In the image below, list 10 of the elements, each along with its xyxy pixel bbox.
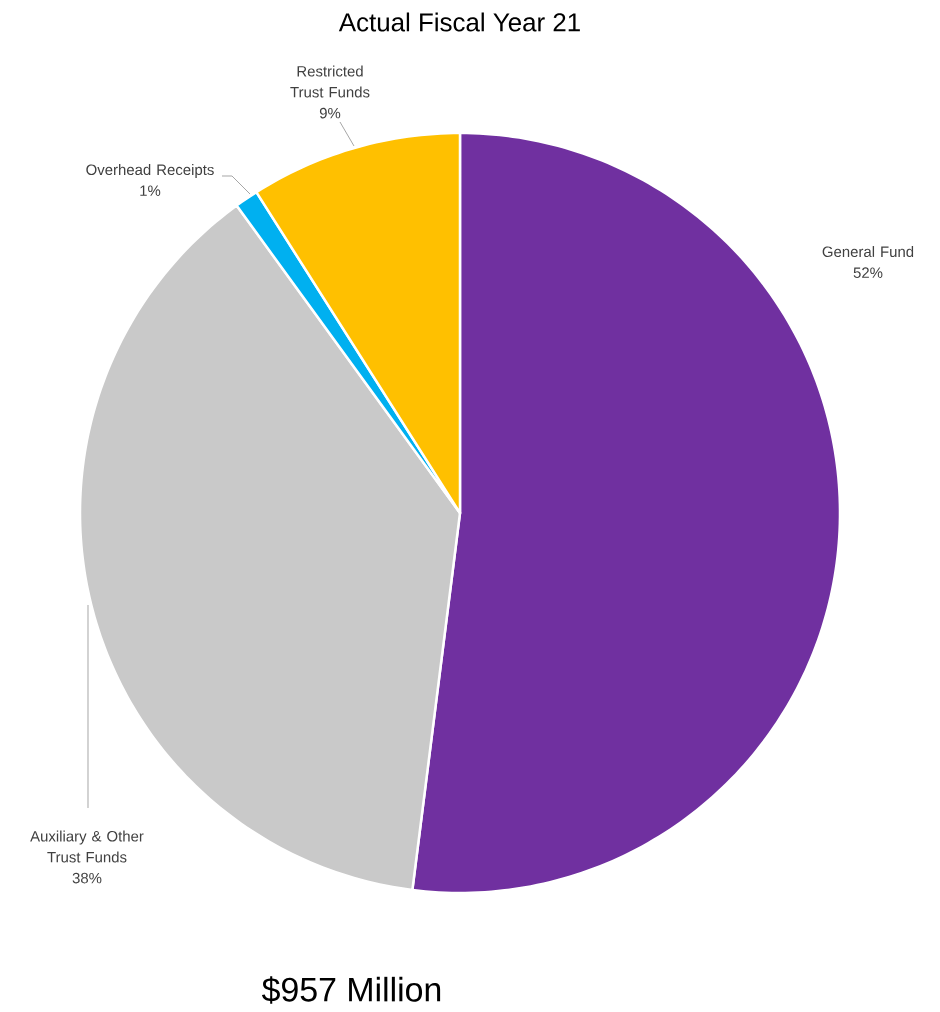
data-label: 52%	[853, 267, 883, 278]
data-label: 38%	[72, 872, 102, 884]
slice-label: Auxiliary & Other Trust Funds	[30, 830, 144, 863]
data-label: 9%	[319, 107, 341, 119]
chart-title: Actual Fiscal Year 21	[338, 12, 580, 32]
slice-label: General Fund	[822, 246, 914, 258]
slice-label: Overhead Receipts	[86, 164, 214, 178]
slice-label: Restricted Trust Funds	[290, 65, 370, 98]
text: $957 Million	[261, 976, 441, 1004]
data-label: 1%	[140, 185, 161, 196]
